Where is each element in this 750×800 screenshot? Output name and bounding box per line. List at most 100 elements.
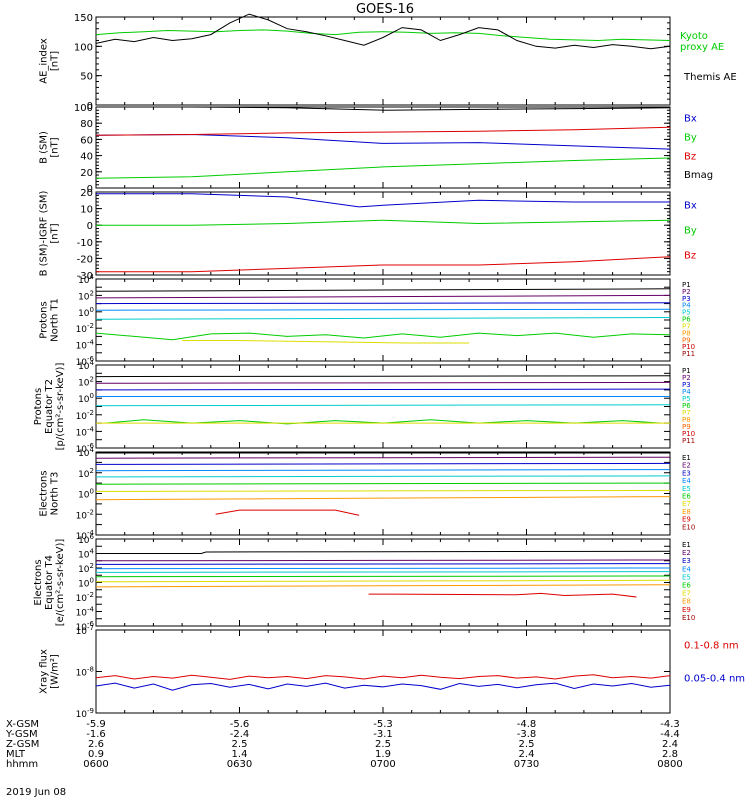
y-axis-label: AE_index [39, 38, 50, 84]
footer-row-label: Y-GSM [5, 729, 38, 740]
series-line-E7 [95, 489, 671, 492]
legend-label-Bmag: Bmag [684, 170, 713, 181]
footer-cell: -3.1 [373, 729, 393, 740]
legend-label-P4: P4 [682, 388, 691, 396]
series-line-P4 [95, 308, 671, 311]
legend-label-P5: P5 [682, 395, 691, 403]
legend-label-E6: E6 [682, 493, 691, 501]
y-tick-label: 104 [78, 548, 94, 561]
legend-label-Kyoto proxy AE: Kyoto [680, 31, 708, 42]
panel-frame-5 [95, 364, 671, 449]
series-line-E6 [95, 575, 671, 578]
series-line-P1 [95, 375, 671, 378]
y-tick-label: 102 [78, 289, 94, 302]
legend-label-Bx: Bx [684, 114, 697, 125]
panel-frame-1 [95, 16, 671, 106]
series-line-E1 [96, 550, 671, 554]
series-line-E7 [95, 579, 671, 583]
footer-cell: -2.4 [230, 729, 250, 740]
footer-row-label: X-GSM [6, 719, 39, 730]
footer-cell: 2.5 [232, 739, 248, 750]
series-line-Bmag [96, 106, 671, 111]
legend-label-P7: P7 [682, 409, 691, 417]
series-line-E8 [95, 584, 671, 588]
legend-label-E4: E4 [682, 477, 691, 485]
y-tick-label: 106 [78, 533, 94, 546]
legend-label-P3: P3 [682, 381, 691, 389]
legend-label-P11: P11 [682, 437, 695, 445]
y-axis-label: [nT] [50, 223, 61, 243]
legend-label-E1: E1 [682, 454, 691, 462]
y-axis-label: Protons [33, 388, 44, 425]
series-line-Kyoto proxy AE [95, 29, 671, 42]
footer-cell: -1.6 [86, 729, 106, 740]
series-line-E4 [95, 469, 671, 472]
series-line-0.1-0.8 nm [95, 674, 671, 680]
legend-label-P8: P8 [682, 329, 691, 337]
series-line-E2 [95, 456, 671, 459]
legend-label-P6: P6 [682, 316, 691, 324]
y-tick-label: 100 [78, 306, 94, 319]
series-line-E3 [95, 563, 671, 565]
footer-cell: 2.5 [519, 739, 535, 750]
legend-label-E2: E2 [682, 462, 691, 470]
footer-cell: 1.4 [232, 749, 248, 760]
series-line-P3 [95, 388, 671, 391]
y-tick-label: 10-9 [76, 707, 94, 720]
y-tick-label: 100 [74, 103, 93, 114]
series-line-Bz [96, 256, 671, 273]
y-axis-label: Electrons [39, 470, 50, 516]
series-line-E9 [368, 592, 637, 598]
legend-label-P1: P1 [682, 367, 691, 375]
footer-cell: 0800 [657, 759, 682, 770]
y-tick-label: 100 [78, 577, 94, 590]
legend-label-E3: E3 [682, 557, 691, 565]
y-tick-label: 0 [87, 101, 93, 112]
legend-label-E10: E10 [682, 523, 695, 531]
y-tick-label: -20 [77, 254, 93, 265]
footer-cell: 0600 [83, 759, 108, 770]
legend-label-E7: E7 [682, 500, 691, 508]
y-tick-label: 60 [80, 135, 93, 146]
y-tick-label: 10-2 [76, 508, 94, 521]
y-tick-label: 10 [80, 205, 93, 216]
series-line-E5 [95, 571, 671, 573]
legend-label-P9: P9 [682, 336, 691, 344]
y-axis-label: Electrons [33, 559, 44, 605]
legend-label-E4: E4 [682, 565, 691, 573]
legend-label-E8: E8 [682, 598, 691, 606]
y-tick-label: 10-6 [76, 355, 95, 368]
y-tick-label: 10-8 [76, 666, 94, 679]
series-line-P3 [95, 302, 671, 305]
y-tick-label: 104 [78, 359, 94, 372]
y-tick-label: 10-4 [76, 339, 95, 352]
series-line-Bx [95, 133, 671, 150]
y-axis-label: [W/m²] [50, 654, 61, 689]
y-tick-label: 100 [78, 392, 94, 405]
legend-label-E3: E3 [682, 469, 691, 477]
legend-label-Bz: Bz [684, 251, 696, 262]
legend-label-P3: P3 [682, 295, 691, 303]
footer-cell: -3.8 [517, 729, 537, 740]
y-tick-label: 40 [80, 152, 93, 163]
series-line-0.05-0.4 nm [95, 682, 671, 691]
legend-label-P8: P8 [682, 416, 691, 424]
footer-cell: -5.9 [86, 719, 106, 730]
footer-cell: 2.4 [519, 749, 535, 760]
series-line-P5 [95, 317, 671, 320]
y-tick-label: 10-4 [76, 425, 95, 438]
y-axis-label: Equator T4 [44, 555, 55, 610]
footer-cell: 0730 [514, 759, 539, 770]
footer-cell: 2.8 [662, 749, 678, 760]
legend-label-P11: P11 [682, 350, 695, 358]
y-tick-label: 10-7 [76, 624, 94, 637]
footer-cell: -5.3 [373, 719, 393, 730]
y-axis-label: Xray flux [39, 649, 50, 694]
series-line-P6 [95, 332, 671, 341]
legend-label-E7: E7 [682, 590, 691, 598]
y-tick-label: 10-2 [76, 409, 94, 422]
y-axis-label: [nT] [50, 137, 61, 157]
series-line-Bx [96, 193, 670, 208]
